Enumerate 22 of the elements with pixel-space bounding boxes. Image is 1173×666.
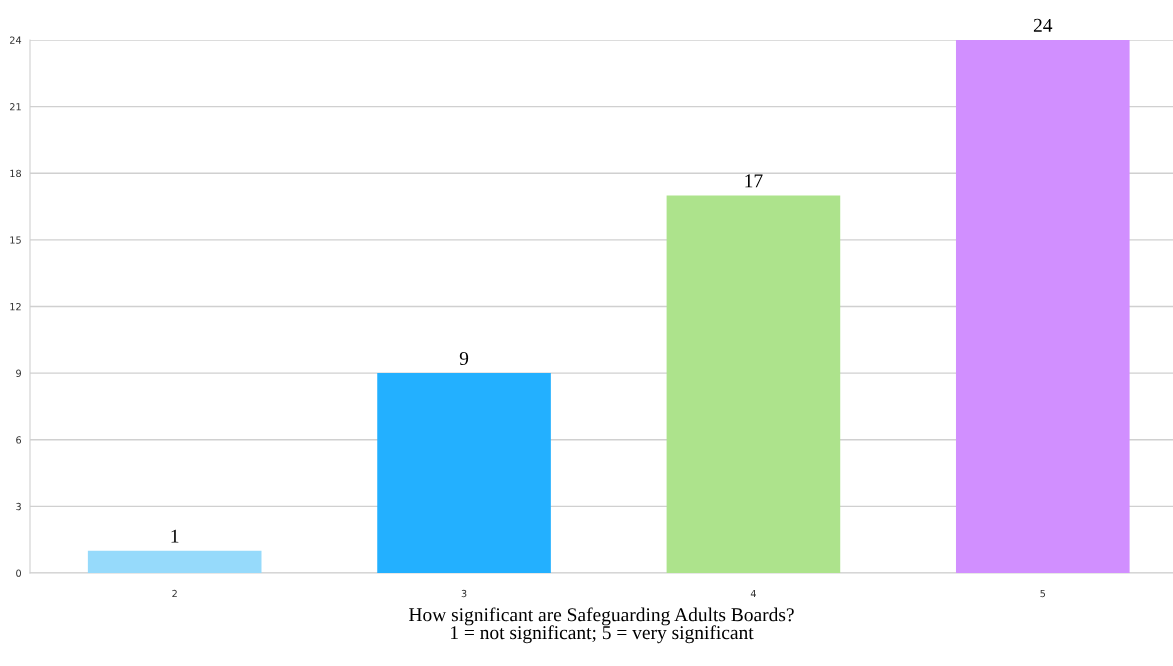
x-tick-label: 3 [461, 589, 467, 598]
x-tick-label: 4 [750, 589, 756, 598]
bar [666, 195, 841, 573]
data-label: 24 [1033, 18, 1053, 32]
y-tick-label: 3 [16, 502, 21, 511]
data-label: 1 [171, 529, 179, 543]
data-label: 17 [745, 174, 763, 188]
y-tick-label: 21 [10, 103, 21, 111]
y-tick-label: 24 [10, 36, 22, 44]
y-tick-label: 6 [16, 436, 22, 444]
bar [955, 40, 1130, 573]
bar [377, 373, 551, 573]
x-tick-label: 2 [172, 589, 177, 598]
y-tick-label: 12 [10, 302, 21, 311]
x-tick-label: 5 [1040, 589, 1046, 598]
data-label: 9 [459, 351, 469, 366]
y-tick-label: 0 [16, 569, 22, 577]
bar [87, 550, 262, 573]
x-axis-title: How significant are Safeguarding Adults Boards? 1 = not significant; 5 = very significant [409, 607, 794, 644]
y-tick-label: 18 [10, 169, 21, 178]
y-tick-label: 15 [10, 236, 21, 244]
y-tick-label: 9 [16, 369, 21, 377]
